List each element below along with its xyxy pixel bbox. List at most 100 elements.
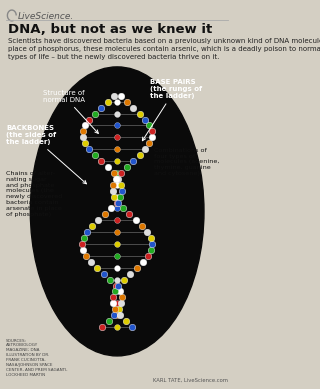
Point [82, 122, 87, 128]
Point [111, 93, 116, 99]
Point [118, 182, 124, 188]
Point [145, 229, 150, 235]
Point [143, 146, 148, 152]
Point [89, 259, 94, 265]
Text: Chains of alter-
nating sugar
and phosphate
molecules (the
newly discovered
bact: Chains of alter- nating sugar and phosph… [6, 171, 62, 217]
Circle shape [30, 67, 204, 356]
Point [134, 265, 140, 271]
Point [124, 164, 129, 170]
Point [119, 187, 124, 194]
Point [115, 265, 120, 271]
Point [115, 110, 120, 117]
Point [99, 158, 104, 164]
Point [147, 140, 152, 146]
Point [115, 300, 120, 307]
Point [117, 193, 123, 200]
Point [131, 105, 136, 111]
Point [102, 211, 108, 217]
Point [140, 259, 146, 265]
Point [82, 140, 87, 146]
Point [84, 253, 89, 259]
Point [117, 288, 122, 294]
Point [121, 205, 126, 212]
Point [80, 134, 85, 140]
Point [114, 200, 119, 206]
Point [149, 241, 155, 247]
Point [115, 193, 120, 200]
Point [115, 241, 120, 247]
Point [149, 128, 154, 135]
Point [84, 229, 90, 235]
Point [81, 247, 86, 253]
Point [112, 288, 117, 294]
Point [143, 116, 148, 123]
Text: BACKBONES
(the sides of
the ladder): BACKBONES (the sides of the ladder) [6, 125, 86, 184]
Point [115, 312, 120, 318]
Point [115, 217, 120, 223]
Point [118, 170, 123, 176]
Point [147, 122, 152, 128]
Point [115, 288, 120, 294]
Point [148, 247, 154, 253]
Point [111, 182, 116, 188]
Point [117, 312, 123, 318]
Point [101, 271, 107, 277]
Point [115, 324, 120, 330]
Point [131, 158, 136, 164]
Point [137, 110, 142, 117]
Point [110, 294, 115, 300]
Point [115, 134, 120, 140]
Point [115, 253, 120, 259]
Point [115, 122, 120, 128]
Point [115, 182, 120, 188]
Point [95, 265, 100, 271]
Point [149, 134, 154, 140]
Text: LiveScience.: LiveScience. [18, 12, 74, 21]
Point [119, 294, 124, 300]
Text: BASE PAIRS
(the rungs of
the ladder): BASE PAIRS (the rungs of the ladder) [142, 79, 202, 141]
Point [140, 223, 145, 230]
Point [115, 277, 120, 283]
Point [115, 205, 120, 212]
Point [119, 300, 124, 307]
Point [148, 235, 153, 241]
Point [105, 99, 110, 105]
Text: SOURCES:
ASTROBIOLOGY
MAGAZINE; DNA
ILLUSTRATION BY DR.
FRANK CUCINOTTA,
NASA/JO: SOURCES: ASTROBIOLOGY MAGAZINE; DNA ILLU… [6, 338, 68, 377]
Point [121, 277, 126, 283]
Point [86, 146, 92, 152]
Point [110, 187, 115, 194]
Point [115, 200, 120, 206]
Point [109, 205, 114, 212]
Point [81, 235, 86, 241]
Point [100, 324, 105, 330]
Point [86, 116, 92, 123]
Point [113, 282, 118, 289]
Text: KARL TATE, LiveScience.com: KARL TATE, LiveScience.com [153, 378, 228, 383]
Text: Scientists have discovered bacteria based on a previously unknown kind of DNA mo: Scientists have discovered bacteria base… [8, 38, 320, 60]
Text: DNA, but not as we knew it: DNA, but not as we knew it [8, 23, 212, 36]
Point [92, 152, 97, 158]
Point [80, 241, 85, 247]
Text: Structure of
normal DNA: Structure of normal DNA [43, 89, 98, 133]
Point [115, 99, 120, 105]
Point [116, 282, 121, 289]
Text: Combinations of
four types of
molecules (adenine,
thymine, guanine
and cytosene): Combinations of four types of molecules … [154, 148, 220, 176]
Point [115, 158, 120, 164]
Point [145, 253, 150, 259]
Point [118, 93, 123, 99]
Point [123, 318, 128, 324]
Point [130, 324, 135, 330]
Point [127, 211, 132, 217]
Point [112, 312, 117, 318]
Point [116, 306, 121, 312]
Point [114, 176, 119, 182]
Point [115, 146, 120, 152]
Point [133, 217, 139, 223]
Point [115, 229, 120, 235]
Point [108, 277, 113, 283]
Point [137, 152, 142, 158]
Point [116, 176, 121, 182]
Point [112, 193, 117, 200]
Point [80, 128, 85, 135]
Point [110, 300, 116, 307]
